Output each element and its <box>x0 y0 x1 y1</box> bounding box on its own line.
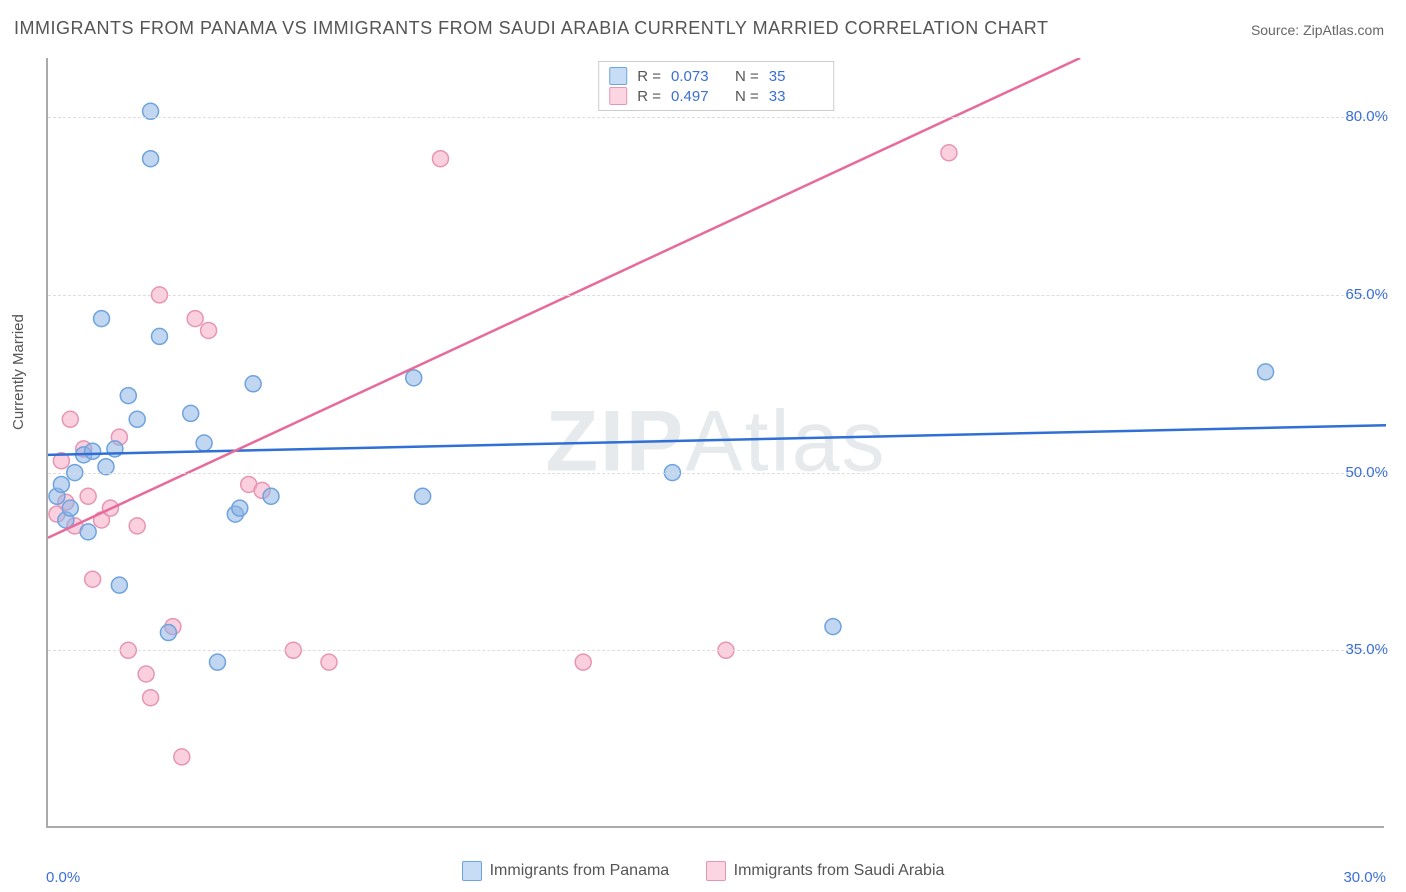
watermark-bold: ZIP <box>546 394 686 490</box>
r-value-saudi: 0.497 <box>671 88 725 105</box>
correlation-legend: R = 0.073 N = 35 R = 0.497 N = 33 <box>598 61 834 111</box>
legend-label-saudi: Immigrants from Saudi Arabia <box>734 862 945 880</box>
legend-swatch-panama <box>609 67 627 85</box>
r-label: R = <box>637 88 661 105</box>
gridline-h <box>48 295 1384 296</box>
source-label: Source: ZipAtlas.com <box>1251 22 1384 38</box>
y-axis-label: Currently Married <box>10 314 27 430</box>
legend-swatch-saudi-bottom <box>706 861 726 881</box>
n-value-panama: 35 <box>769 68 823 85</box>
legend-swatch-saudi <box>609 87 627 105</box>
legend-row-saudi: R = 0.497 N = 33 <box>609 86 823 106</box>
x-tick-label-max: 30.0% <box>1343 869 1386 886</box>
watermark: ZIPAtlas <box>546 393 887 492</box>
chart-title: IMMIGRANTS FROM PANAMA VS IMMIGRANTS FRO… <box>14 18 1048 39</box>
chart-svg <box>48 58 1386 828</box>
n-label: N = <box>735 88 759 105</box>
y-tick-label: 65.0% <box>1345 286 1388 303</box>
series-legend: Immigrants from Panama Immigrants from S… <box>0 861 1406 886</box>
y-tick-label: 80.0% <box>1345 108 1388 125</box>
legend-item-saudi: Immigrants from Saudi Arabia <box>706 861 945 881</box>
n-value-saudi: 33 <box>769 88 823 105</box>
chart-container: ZIPAtlas R = 0.073 N = 35 R = 0.497 N = … <box>46 58 1384 828</box>
gridline-h <box>48 117 1384 118</box>
r-label: R = <box>637 68 661 85</box>
legend-row-panama: R = 0.073 N = 35 <box>609 66 823 86</box>
plot-area: ZIPAtlas R = 0.073 N = 35 R = 0.497 N = … <box>46 58 1384 828</box>
legend-swatch-panama-bottom <box>462 861 482 881</box>
gridline-h <box>48 650 1384 651</box>
n-label: N = <box>735 68 759 85</box>
x-tick-label-min: 0.0% <box>46 869 80 886</box>
legend-label-panama: Immigrants from Panama <box>490 862 670 880</box>
y-tick-label: 35.0% <box>1345 641 1388 658</box>
watermark-rest: Atlas <box>685 394 886 490</box>
r-value-panama: 0.073 <box>671 68 725 85</box>
legend-item-panama: Immigrants from Panama <box>462 861 670 881</box>
gridline-h <box>48 473 1384 474</box>
y-tick-label: 50.0% <box>1345 464 1388 481</box>
